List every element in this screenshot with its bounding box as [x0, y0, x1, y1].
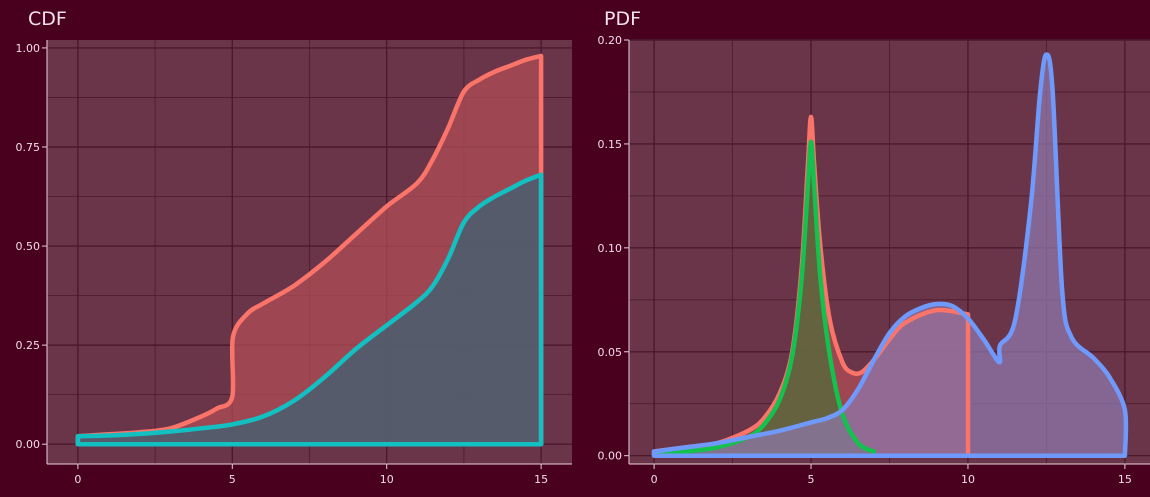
- pdf-panel: 0 5 10 15 0.00 0.05 0.10 0.15 0.20: [598, 34, 1150, 486]
- x-tick-label: 10: [380, 473, 394, 486]
- y-tick-label: 0.10: [598, 242, 623, 255]
- pdf-series-1-area: [654, 141, 874, 456]
- x-tick-label: 15: [534, 473, 548, 486]
- x-tick-label: 5: [808, 473, 815, 486]
- y-tick-label: 0.00: [16, 438, 41, 451]
- x-tick-label: 0: [651, 473, 658, 486]
- x-tick-label: 10: [961, 473, 975, 486]
- y-tick-label: 0.15: [598, 138, 623, 151]
- x-tick-label: 5: [229, 473, 236, 486]
- pdf-series-2-area: [654, 54, 1127, 456]
- cdf-series-0-line: [75, 53, 544, 447]
- pdf-series-2-line: [651, 52, 1129, 458]
- cdf-series-1-line: [75, 172, 544, 447]
- cdf-axes: 0 5 10 15 0.00 0.25 0.50 0.75 1.00: [16, 40, 572, 486]
- pdf-series-group: [651, 52, 1129, 458]
- cdf-panel: 0 5 10 15 0.00 0.25 0.50 0.75 1.00: [16, 40, 572, 486]
- x-tick-label: 15: [1118, 473, 1132, 486]
- y-tick-label: 0.05: [598, 346, 623, 359]
- x-tick-label: 0: [74, 473, 81, 486]
- y-tick-label: 0.20: [598, 34, 623, 47]
- pdf-panel-title: PDF: [604, 8, 642, 30]
- cdf-series-group: [75, 53, 544, 447]
- y-tick-label: 0.75: [16, 141, 41, 154]
- y-tick-label: 1.00: [16, 42, 41, 55]
- y-tick-label: 0.00: [598, 450, 623, 463]
- cdf-panel-title: CDF: [28, 8, 67, 30]
- y-tick-label: 0.50: [16, 240, 41, 253]
- cdf-series-1-area: [77, 174, 542, 445]
- y-tick-label: 0.25: [16, 339, 41, 352]
- pdf-axes: 0 5 10 15 0.00 0.05 0.10 0.15 0.20: [598, 34, 1150, 486]
